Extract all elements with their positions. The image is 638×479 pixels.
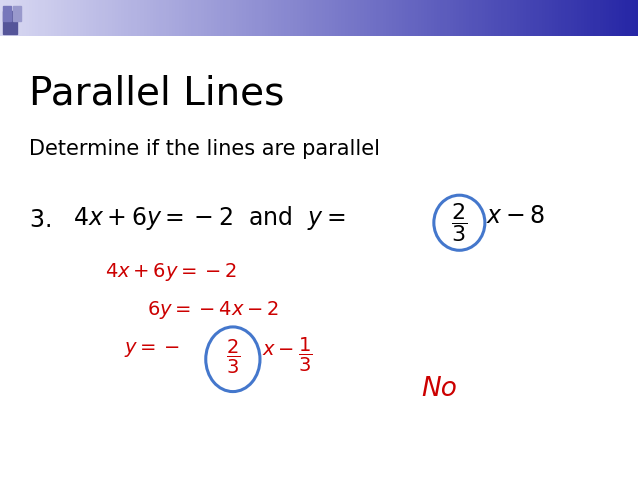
Text: $4x + 6y = -2$: $4x + 6y = -2$	[105, 261, 237, 283]
Text: $x-$: $x-$	[262, 340, 293, 359]
Text: Parallel Lines: Parallel Lines	[29, 74, 284, 112]
Text: $4x+6y=-2$  and  $y=$: $4x+6y=-2$ and $y=$	[73, 204, 346, 231]
Bar	[3, 11, 17, 34]
Text: $x-8$: $x-8$	[486, 204, 545, 228]
Text: $\dfrac{2}{3}$: $\dfrac{2}{3}$	[226, 338, 240, 376]
Bar	[3, 6, 11, 21]
Text: $\dfrac{1}{3}$: $\dfrac{1}{3}$	[298, 336, 312, 375]
Bar	[13, 6, 21, 21]
Text: Determine if the lines are parallel: Determine if the lines are parallel	[29, 139, 380, 159]
Text: $y=-$: $y=-$	[124, 340, 181, 359]
Text: $6y = -4x-2$: $6y = -4x-2$	[147, 299, 279, 321]
Text: No: No	[421, 376, 457, 402]
Text: $3.$: $3.$	[29, 208, 50, 232]
Text: $\dfrac{2}{3}$: $\dfrac{2}{3}$	[451, 201, 468, 244]
